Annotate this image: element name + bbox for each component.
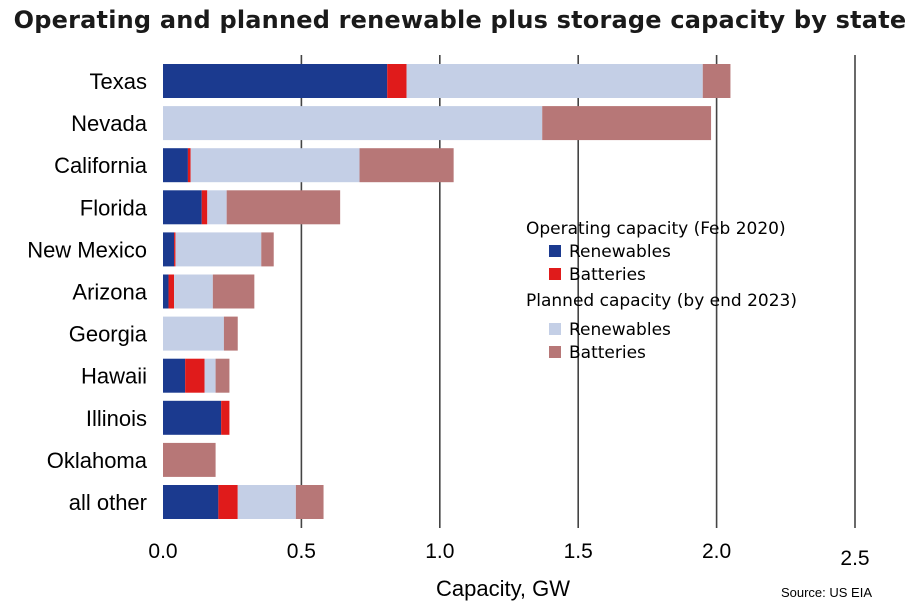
bar-nevada-pl-renewables: [163, 106, 543, 141]
legend-heading-planned: Planned capacity (by end 2023): [526, 291, 797, 311]
bar-nevada-pl-batteries: [542, 106, 712, 141]
source-note: Source: US EIA: [781, 585, 872, 600]
bar-new-mexico-pl-renewables: [175, 232, 262, 267]
category-label-georgia: Georgia: [69, 322, 148, 347]
legend-label-pl-batteries: Batteries: [569, 343, 646, 363]
category-label-new-mexico: New Mexico: [27, 237, 147, 262]
bar-arizona-op-renewables: [163, 274, 169, 309]
x-tick-1-5: 1.5: [564, 540, 593, 563]
category-label-illinois: Illinois: [86, 406, 147, 431]
bar-california-op-batteries: [187, 148, 191, 183]
bar-new-mexico-pl-batteries: [261, 232, 274, 267]
bar-florida-op-renewables: [163, 190, 202, 225]
x-tick-0-5: 0.5: [287, 540, 316, 563]
bar-hawaii-op-batteries: [185, 358, 205, 393]
bars: [163, 64, 731, 519]
bar-california-pl-batteries: [359, 148, 454, 183]
category-label-all-other: all other: [69, 490, 147, 515]
x-tick-2-0: 2.0: [702, 540, 731, 563]
bar-texas-op-batteries: [387, 64, 407, 98]
legend-label-pl-renewables: Renewables: [569, 320, 671, 340]
bar-hawaii-pl-renewables: [204, 358, 216, 393]
bar-texas-pl-batteries: [702, 64, 731, 98]
legend: Operating capacity (Feb 2020) Renewables…: [526, 219, 797, 363]
legend-swatch-op-batteries: [549, 268, 561, 280]
chart-title: Operating and planned renewable plus sto…: [13, 6, 907, 34]
bar-texas-pl-renewables: [406, 64, 703, 98]
bar-oklahoma-pl-batteries: [163, 442, 216, 477]
category-label-hawaii: Hawaii: [81, 364, 147, 389]
category-label-florida: Florida: [80, 195, 148, 220]
bar-new-mexico-op-batteries: [174, 232, 176, 267]
bar-illinois-op-renewables: [163, 400, 222, 435]
bar-texas-op-renewables: [163, 64, 388, 98]
legend-swatch-pl-batteries: [549, 346, 561, 358]
bar-arizona-pl-renewables: [174, 274, 213, 309]
bar-arizona-pl-batteries: [212, 274, 255, 309]
bar-all-other-pl-batteries: [295, 485, 324, 519]
bar-all-other-op-renewables: [163, 485, 219, 519]
bar-illinois-op-batteries: [221, 400, 230, 435]
bar-all-other-pl-renewables: [237, 485, 296, 519]
x-tick-2-5: 2.5: [840, 547, 869, 570]
bar-arizona-op-batteries: [168, 274, 175, 309]
legend-heading-operating: Operating capacity (Feb 2020): [526, 219, 786, 239]
x-tick-1-0: 1.0: [425, 540, 454, 563]
bar-hawaii-op-renewables: [163, 358, 186, 393]
bar-florida-op-batteries: [201, 190, 208, 225]
x-tick-0-0: 0.0: [148, 540, 177, 563]
bar-hawaii-pl-batteries: [215, 358, 230, 393]
bar-georgia-pl-batteries: [223, 316, 238, 351]
category-label-texas: Texas: [90, 69, 147, 94]
bar-georgia-pl-renewables: [163, 316, 224, 351]
category-label-oklahoma: Oklahoma: [47, 448, 148, 473]
category-label-nevada: Nevada: [71, 111, 148, 136]
legend-swatch-op-renewables: [549, 245, 561, 257]
bar-florida-pl-renewables: [207, 190, 227, 225]
legend-swatch-pl-renewables: [549, 323, 561, 335]
bar-new-mexico-op-renewables: [163, 232, 175, 267]
bar-california-pl-renewables: [190, 148, 360, 183]
x-tick-labels: 0.0 0.5 1.0 1.5 2.0 2.5: [148, 540, 869, 570]
legend-label-op-renewables: Renewables: [569, 242, 671, 262]
bar-florida-pl-batteries: [226, 190, 341, 225]
category-labels: Texas Nevada California Florida New Mexico Ar…: [27, 69, 148, 515]
bar-all-other-op-batteries: [218, 485, 238, 519]
category-label-california: California: [54, 153, 148, 178]
x-axis-label: Capacity, GW: [436, 576, 570, 601]
category-label-arizona: Arizona: [72, 280, 147, 305]
bar-california-op-renewables: [163, 148, 188, 183]
legend-label-op-batteries: Batteries: [569, 265, 646, 285]
